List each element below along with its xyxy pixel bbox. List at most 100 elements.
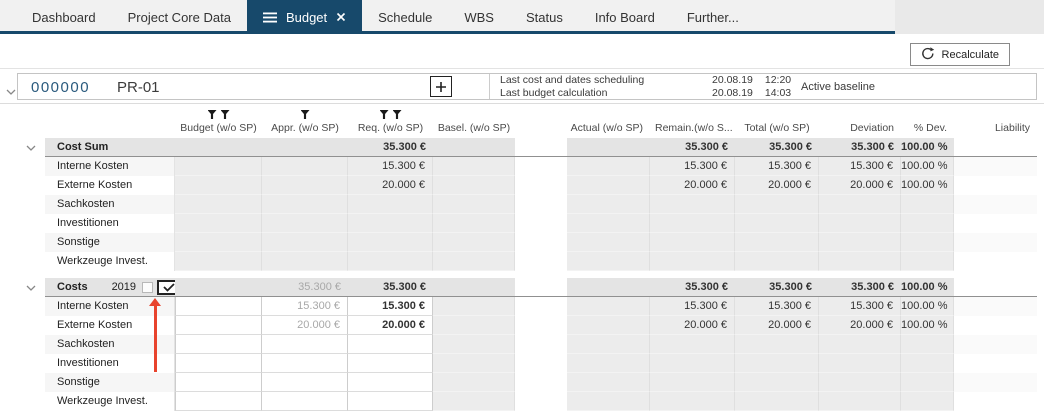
row-label: Interne Kosten xyxy=(45,297,175,316)
filter-icon[interactable] xyxy=(392,110,402,119)
cell-budget[interactable] xyxy=(175,335,262,354)
cell-liability xyxy=(954,335,1037,354)
row-label: Interne Kosten xyxy=(45,157,175,176)
cell-req: 35.300 € xyxy=(348,278,433,297)
cell-budget[interactable] xyxy=(175,392,262,411)
cell-actual xyxy=(567,354,650,373)
cell-total xyxy=(735,335,819,354)
table-row: Interne Kosten 15.300 €15.300 €15.300 €15… xyxy=(0,297,1044,316)
table-row: Werkzeuge Invest. xyxy=(0,392,1044,411)
column-header-liability: Liability xyxy=(994,122,1030,134)
tab-bar: Dashboard Project Core Data Budget Schedule… xyxy=(0,0,1044,34)
tab-further[interactable]: Further... xyxy=(671,0,755,34)
cell-budget[interactable] xyxy=(175,297,262,316)
cell-basel xyxy=(433,233,515,252)
tab-wbs[interactable]: WBS xyxy=(448,0,510,34)
cell-total xyxy=(735,195,819,214)
cell-pdev: 100.00 % xyxy=(901,157,954,176)
add-button[interactable] xyxy=(430,76,452,97)
tab-dashboard[interactable]: Dashboard xyxy=(16,0,112,34)
cell-req[interactable] xyxy=(348,373,433,392)
cell-actual xyxy=(567,278,650,297)
tab-label: Project Core Data xyxy=(127,9,231,25)
section-collapse-chevron[interactable] xyxy=(0,278,45,297)
cell-liability xyxy=(954,214,1037,233)
cell-liability xyxy=(954,176,1037,195)
cell-req[interactable] xyxy=(348,354,433,373)
info-dates: 20.08.19 12:20 20.08.19 14:03 xyxy=(712,74,791,99)
cell-budget[interactable] xyxy=(175,316,262,335)
cell-appr[interactable] xyxy=(262,373,348,392)
row-spacer xyxy=(0,157,45,176)
group-gap xyxy=(515,214,567,233)
close-tab-icon[interactable] xyxy=(336,12,346,22)
filter-icon[interactable] xyxy=(300,110,310,119)
row-label: Werkzeuge Invest. xyxy=(45,252,175,271)
tab-label: Dashboard xyxy=(32,9,96,25)
cell-req: 35.300 € xyxy=(348,138,433,157)
section-gap xyxy=(0,271,1044,278)
tab-project-core-data[interactable]: Project Core Data xyxy=(112,0,247,34)
cell-budget xyxy=(175,157,262,176)
section-label-cell: Cost Sum xyxy=(45,138,175,157)
cell-deviation xyxy=(819,392,901,411)
tab-budget[interactable]: Budget xyxy=(246,0,363,34)
filter-icon[interactable] xyxy=(220,110,230,119)
section-collapse-chevron[interactable] xyxy=(0,138,45,157)
row-spacer xyxy=(0,297,45,316)
tab-info-board[interactable]: Info Board xyxy=(579,0,671,34)
cell-deviation: 15.300 € xyxy=(819,157,901,176)
tab-schedule[interactable]: Schedule xyxy=(362,0,448,34)
group-gap xyxy=(515,316,567,335)
cell-total xyxy=(735,252,819,271)
row-label: Sachkosten xyxy=(45,195,175,214)
hamburger-icon[interactable] xyxy=(262,12,277,23)
cell-remain: 15.300 € xyxy=(650,157,735,176)
filter-icon[interactable] xyxy=(379,110,389,119)
cell-deviation xyxy=(819,195,901,214)
cell-appr[interactable]: 20.000 € xyxy=(262,316,348,335)
checkbox-checked[interactable] xyxy=(157,279,175,295)
project-collapse-chevron[interactable] xyxy=(6,82,16,100)
checkbox-unchecked[interactable] xyxy=(142,281,154,293)
section: Costs 2019 35.300 €35.300 €35.300 €35.300 … xyxy=(0,278,1044,411)
cell-req[interactable] xyxy=(348,392,433,411)
column-header-appr: Appr. (w/o SP) xyxy=(262,106,348,138)
cell-appr[interactable]: 15.300 € xyxy=(262,297,348,316)
cell-liability xyxy=(954,316,1037,335)
cell-remain: 35.300 € xyxy=(650,138,735,157)
cell-appr[interactable] xyxy=(262,335,348,354)
cell-req[interactable] xyxy=(348,335,433,354)
cell-deviation xyxy=(819,373,901,392)
cell-req xyxy=(348,195,433,214)
cell-appr[interactable] xyxy=(262,392,348,411)
info-date: 20.08.19 xyxy=(712,74,753,86)
cell-appr[interactable] xyxy=(262,354,348,373)
project-header: 000000 PR-01 Last cost and dates schedul… xyxy=(0,69,1044,104)
group-gap xyxy=(515,335,567,354)
tab-label: Status xyxy=(525,9,563,25)
filter-icon[interactable] xyxy=(207,110,217,119)
cell-req: 15.300 € xyxy=(348,157,433,176)
cell-basel xyxy=(433,176,515,195)
recalculate-button[interactable]: Recalculate xyxy=(909,43,1010,66)
cell-req[interactable]: 15.300 € xyxy=(348,297,433,316)
group-gap xyxy=(515,195,567,214)
cell-total: 15.300 € xyxy=(735,297,819,316)
cell-req[interactable]: 20.000 € xyxy=(348,316,433,335)
tab-status[interactable]: Status xyxy=(510,0,579,34)
cell-appr xyxy=(262,233,348,252)
header-spacer xyxy=(45,106,175,138)
tab-label: Schedule xyxy=(378,9,433,25)
column-headers: Budget (w/o SP) Appr. (w/o SP) Req. (w/o S… xyxy=(0,104,1044,138)
row-spacer xyxy=(0,354,45,373)
cell-req xyxy=(348,252,433,271)
row-label: Investitionen xyxy=(45,214,175,233)
cell-basel xyxy=(433,354,515,373)
tabbar-corner xyxy=(895,0,1044,34)
section-title: Cost Sum xyxy=(57,140,109,153)
cell-budget[interactable] xyxy=(175,354,262,373)
cell-budget[interactable] xyxy=(175,373,262,392)
cell-deviation: 35.300 € xyxy=(819,138,901,157)
column-header-req: Req. (w/o SP) xyxy=(348,106,433,138)
